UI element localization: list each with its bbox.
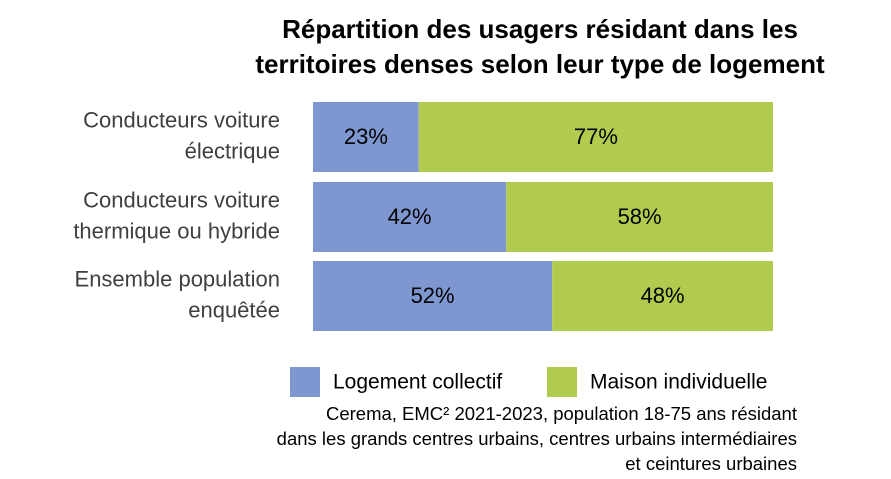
category-label: enquêtée [188,297,280,322]
bar-segment [552,261,773,331]
value-label: 77% [574,124,618,149]
category-label: Conducteurs voiture [83,187,280,212]
bar-segment [313,182,507,252]
bar-segment [313,102,419,172]
value-label: 42% [388,204,432,229]
value-label: 48% [641,283,685,308]
bar-segment [418,102,773,172]
value-label: 58% [618,204,662,229]
bar-segment [506,182,773,252]
value-label: 52% [411,283,455,308]
chart-title: Répartition des usagers résidant dans le… [282,14,798,44]
source-note: dans les grands centres urbains, centres… [277,428,797,449]
category-label: Ensemble population [75,266,280,291]
legend-label: Logement collectif [333,371,502,394]
value-label: 23% [344,124,388,149]
legend-swatch [547,367,577,397]
bar-segment [313,261,553,331]
category-label: Conducteurs voiture [83,107,280,132]
category-label: électrique [185,138,280,163]
legend-label: Maison individuelle [590,371,767,394]
source-note: Cerema, EMC² 2021-2023, population 18-75… [326,403,797,424]
source-note: et ceintures urbaines [625,453,797,474]
legend-swatch [290,367,320,397]
chart-title: territoires denses selon leur type de lo… [255,49,825,79]
category-label: thermique ou hybride [73,218,280,243]
